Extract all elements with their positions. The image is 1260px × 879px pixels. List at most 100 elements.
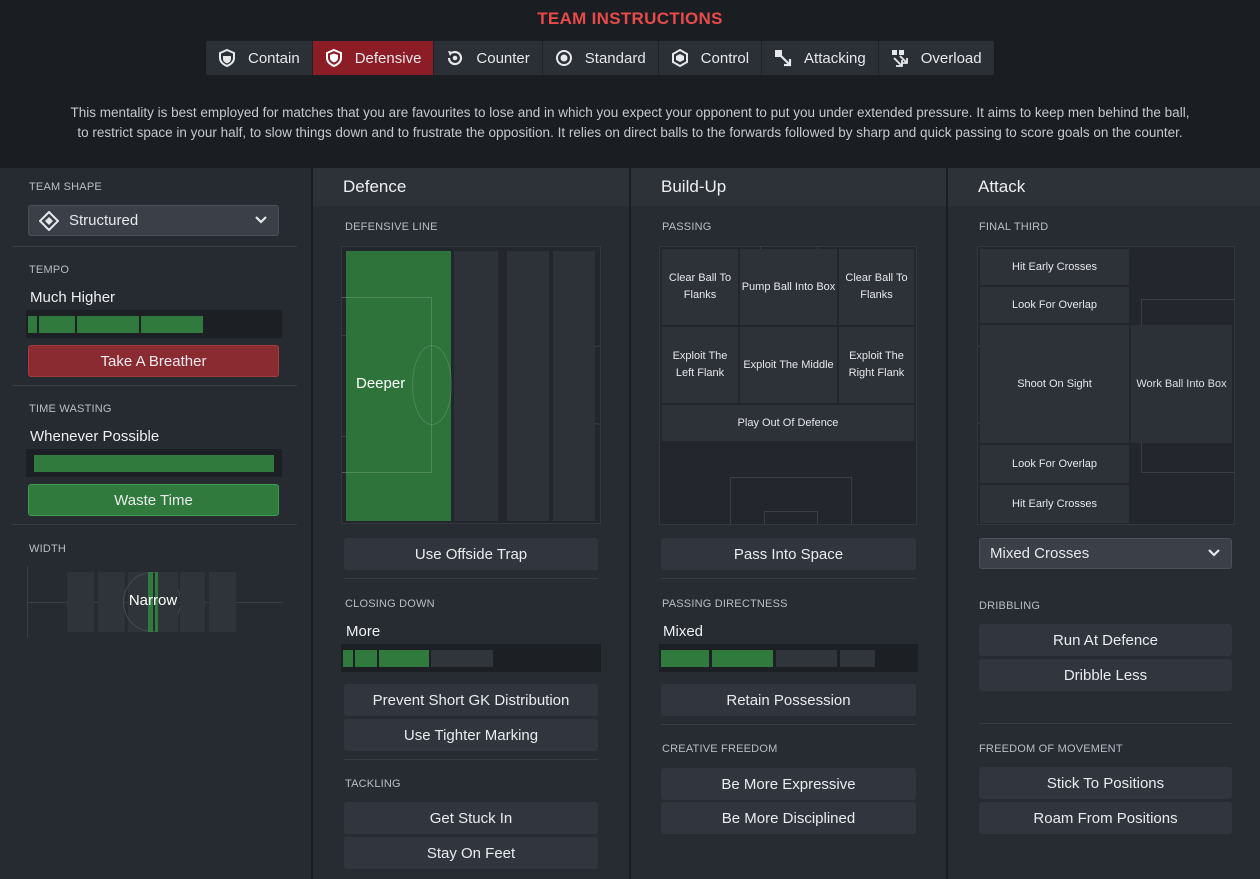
be-more-expressive-button[interactable]: Be More Expressive [661, 768, 916, 800]
tab-counter[interactable]: Counter [434, 41, 543, 75]
tempo-value: Much Higher [30, 289, 116, 306]
work-ball-into-box-option[interactable]: Work Ball Into Box [1131, 325, 1232, 443]
slider-segment [776, 650, 837, 667]
defensive-icon [323, 47, 345, 69]
tighter-marking-button[interactable]: Use Tighter Marking [344, 719, 598, 751]
tab-label: Standard [584, 49, 646, 67]
defence-heading: Defence [313, 168, 629, 206]
crossing-dropdown[interactable]: Mixed Crosses [979, 538, 1232, 569]
tab-label: Counter [476, 49, 530, 67]
shoot-on-sight-option[interactable]: Shoot On Sight [980, 325, 1129, 443]
tab-control[interactable]: Control [659, 41, 763, 75]
divider [12, 524, 297, 525]
stick-to-positions-button[interactable]: Stick To Positions [979, 767, 1232, 799]
width-zone [209, 572, 236, 632]
tab-defensive[interactable]: Defensive [312, 41, 435, 75]
team-shape-value: Structured [69, 212, 139, 229]
chevron-down-icon [254, 213, 268, 231]
tab-attacking[interactable]: Attacking [762, 41, 879, 75]
description-line: to restrict space in your half, to slow … [77, 125, 1183, 140]
stay-on-feet-button[interactable]: Stay On Feet [344, 837, 598, 869]
left-panel: TEAM SHAPE Structured TEMPO Much Higher … [0, 168, 312, 879]
dribble-less-button[interactable]: Dribble Less [979, 659, 1232, 691]
width-zone [158, 572, 178, 632]
exploit-right-flank-option[interactable]: Exploit The Right Flank [839, 327, 914, 403]
exploit-left-flank-option[interactable]: Exploit The Left Flank [662, 327, 738, 403]
tab-contain[interactable]: Contain [206, 41, 313, 75]
defensive-line-zone [553, 251, 595, 521]
look-for-overlap-bottom-option[interactable]: Look For Overlap [980, 445, 1129, 483]
width-pitch[interactable]: Narrow [27, 566, 283, 638]
clear-ball-left-option[interactable]: Clear Ball To Flanks [662, 249, 738, 325]
width-value: Narrow [128, 592, 178, 609]
tab-label: Attacking [804, 49, 866, 67]
overload-icon [889, 47, 911, 69]
column-divider [629, 168, 631, 879]
attacking-icon [772, 47, 794, 69]
counter-icon [444, 47, 466, 69]
slider-segment [712, 650, 773, 667]
slider-segment [840, 650, 875, 667]
divider [12, 385, 297, 386]
divider [12, 246, 297, 247]
tempo-label: TEMPO [29, 264, 70, 276]
look-for-overlap-top-option[interactable]: Look For Overlap [980, 287, 1129, 323]
prevent-gk-distribution-button[interactable]: Prevent Short GK Distribution [344, 684, 598, 716]
hit-early-crosses-top-option[interactable]: Hit Early Crosses [980, 249, 1129, 285]
mentality-tabs: Contain Defensive Counter Standard Contr… [206, 41, 994, 75]
closing-down-value: More [346, 623, 381, 640]
tempo-slider[interactable] [26, 310, 282, 338]
standard-icon [553, 47, 575, 69]
offside-trap-button[interactable]: Use Offside Trap [344, 538, 598, 570]
buildup-heading: Build-Up [631, 168, 946, 206]
defensive-line-pitch[interactable]: Deeper [341, 246, 601, 524]
time-wasting-label: TIME WASTING [29, 403, 112, 415]
control-icon [669, 47, 691, 69]
tab-standard[interactable]: Standard [543, 41, 659, 75]
run-at-defence-button[interactable]: Run At Defence [979, 624, 1232, 656]
closing-down-label: CLOSING DOWN [345, 598, 435, 610]
waste-time-button[interactable]: Waste Time [28, 484, 279, 516]
divider [661, 724, 916, 725]
divider [979, 723, 1232, 724]
column-divider [946, 168, 948, 879]
width-zone [98, 572, 125, 632]
column-divider [311, 168, 313, 879]
slider-segment [661, 650, 709, 667]
play-out-of-defence-option[interactable]: Play Out Of Defence [662, 405, 914, 441]
dribbling-label: DRIBBLING [979, 600, 1041, 612]
defence-panel: Defence DEFENSIVE LINE Deeper Use Offsid… [313, 168, 629, 879]
pass-into-space-button[interactable]: Pass Into Space [661, 538, 916, 570]
passing-directness-value: Mixed [663, 623, 704, 640]
team-shape-dropdown[interactable]: Structured [28, 205, 279, 236]
defensive-line-zone [454, 251, 498, 521]
tab-overload[interactable]: Overload [879, 41, 994, 75]
hit-early-crosses-bottom-option[interactable]: Hit Early Crosses [980, 485, 1129, 523]
exploit-middle-option[interactable]: Exploit The Middle [740, 327, 837, 403]
time-wasting-slider[interactable] [26, 449, 282, 477]
width-zone [180, 572, 205, 632]
time-wasting-value: Whenever Possible [30, 428, 160, 445]
take-a-breather-button[interactable]: Take A Breather [28, 345, 279, 377]
clear-ball-right-option[interactable]: Clear Ball To Flanks [839, 249, 914, 325]
be-more-disciplined-button[interactable]: Be More Disciplined [661, 802, 916, 834]
crossing-value: Mixed Crosses [990, 545, 1090, 562]
passing-directness-slider[interactable] [659, 644, 918, 672]
slider-segment [343, 650, 353, 667]
mentality-description: This mentality is best employed for matc… [20, 103, 1240, 143]
roam-from-positions-button[interactable]: Roam From Positions [979, 802, 1232, 834]
tab-label: Contain [248, 49, 300, 67]
tab-label: Defensive [354, 49, 422, 67]
retain-possession-button[interactable]: Retain Possession [661, 684, 916, 716]
passing-directness-label: PASSING DIRECTNESS [662, 598, 788, 610]
tab-label: Control [700, 49, 750, 67]
defensive-line-label: DEFENSIVE LINE [345, 221, 438, 233]
divider [344, 759, 598, 760]
get-stuck-in-button[interactable]: Get Stuck In [344, 802, 598, 834]
slider-segment [77, 316, 139, 333]
closing-down-slider[interactable] [341, 644, 601, 672]
slider-segment [379, 650, 429, 667]
pump-ball-option[interactable]: Pump Ball Into Box [740, 249, 837, 325]
divider [661, 578, 916, 579]
width-zone-selected [148, 572, 153, 632]
